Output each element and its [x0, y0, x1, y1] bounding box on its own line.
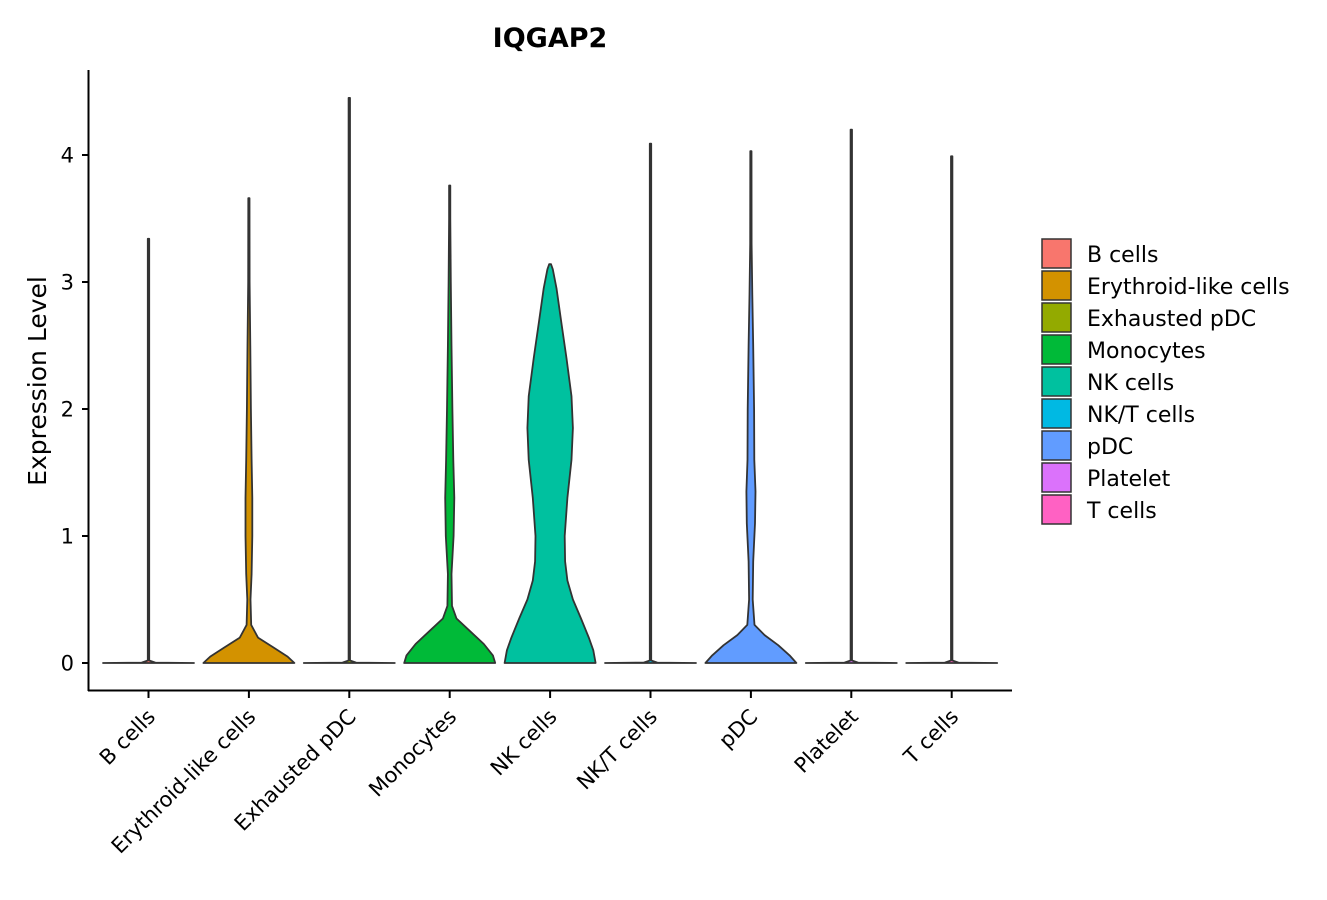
y-tick-label: 3 [61, 271, 74, 295]
y-ticks-group: 0 1 2 3 4 [61, 144, 88, 676]
legend-key-monocytes [1041, 334, 1072, 365]
violin-exhausted-pdc [302, 97, 396, 664]
violin-monocytes [403, 184, 497, 664]
x-tick-label: pDC [714, 705, 762, 753]
x-tick-label: NK cells [486, 705, 562, 781]
x-tick-label: B cells [95, 705, 160, 770]
violins-group [102, 97, 999, 664]
legend-key-platelet [1041, 462, 1072, 493]
legend-key-nk-t-cells [1041, 398, 1072, 429]
y-tick-label: 2 [61, 398, 74, 422]
y-tick-label: 1 [61, 525, 74, 549]
axes-group [87, 70, 1012, 692]
legend-label-b-cells: B cells [1087, 243, 1158, 268]
legend-key-pdc [1041, 430, 1072, 461]
legend-key-nk-cells [1041, 366, 1072, 397]
legend: B cells Erythroid-like cells Exhausted pDC… [1041, 238, 1290, 525]
legend-label-pdc: pDC [1087, 435, 1133, 460]
violin-t-cells [905, 155, 999, 664]
x-tick-label: T cells [898, 705, 963, 770]
violin-b-cells [102, 237, 195, 664]
legend-label-nk-t-cells: NK/T cells [1087, 403, 1195, 428]
legend-label-monocytes: Monocytes [1087, 339, 1206, 364]
y-tick-label: 0 [61, 652, 74, 676]
violin-pdc [704, 150, 798, 664]
x-tick-label: Platelet [790, 705, 863, 778]
legend-label-platelet: Platelet [1087, 467, 1171, 492]
legend-key-exhausted-pdc [1041, 302, 1072, 333]
legend-label-nk-cells: NK cells [1087, 371, 1174, 396]
violin-platelet [804, 128, 898, 664]
y-axis-label: Expression Level [23, 276, 52, 486]
chart-title: IQGAP2 [493, 23, 608, 54]
y-tick-label: 4 [61, 144, 74, 168]
legend-label-erythroid-like-cells: Erythroid-like cells [1087, 275, 1290, 300]
legend-label-exhausted-pdc: Exhausted pDC [1087, 307, 1256, 332]
legend-key-erythroid-like-cells [1041, 270, 1072, 301]
x-tick-label: NK/T cells [572, 705, 662, 795]
violin-nk-t-cells [604, 142, 697, 664]
x-tick-label: Monocytes [364, 705, 461, 802]
legend-label-t-cells: T cells [1086, 499, 1157, 524]
violin-erythroid-like-cells [202, 197, 296, 664]
violin-nk-cells [503, 263, 597, 664]
legend-key-t-cells [1041, 494, 1072, 525]
legend-key-b-cells [1041, 238, 1072, 269]
